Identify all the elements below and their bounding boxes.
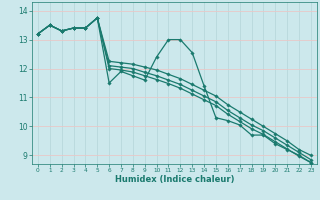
X-axis label: Humidex (Indice chaleur): Humidex (Indice chaleur) xyxy=(115,175,234,184)
